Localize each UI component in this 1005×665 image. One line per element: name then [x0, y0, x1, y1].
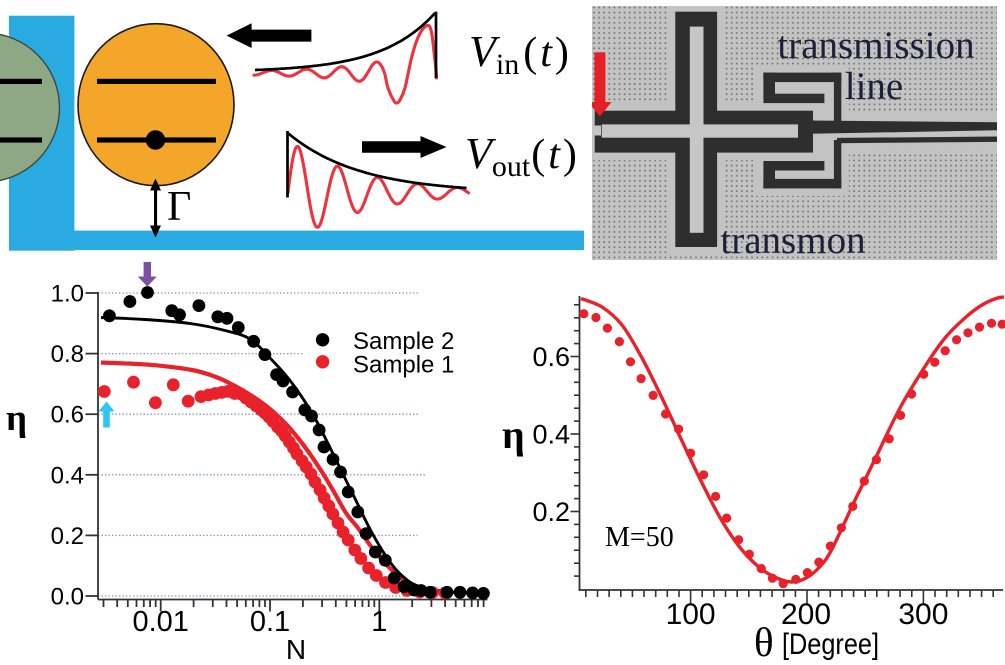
svg-text:line: line	[845, 65, 903, 108]
svg-text:η: η	[502, 412, 525, 457]
svg-text:Sample 2: Sample 2	[353, 328, 454, 355]
svg-text:0.0: 0.0	[51, 584, 84, 611]
svg-text:0.6: 0.6	[532, 342, 570, 372]
svg-text:0.1: 0.1	[250, 606, 290, 638]
svg-text:100: 100	[666, 598, 716, 631]
svg-text:0.4: 0.4	[532, 419, 570, 449]
svg-text:Sample 1: Sample 1	[353, 352, 454, 379]
svg-text:200: 200	[781, 598, 831, 631]
svg-text:0.01: 0.01	[132, 606, 188, 638]
svg-text:N: N	[286, 634, 306, 665]
svg-text:0.2: 0.2	[51, 523, 84, 550]
svg-text:0.4: 0.4	[51, 462, 84, 489]
svg-text:0.2: 0.2	[532, 497, 570, 527]
svg-text:1: 1	[371, 606, 387, 638]
svg-text:Γ: Γ	[167, 184, 191, 230]
svg-text:300: 300	[898, 598, 948, 631]
svg-text:transmission: transmission	[777, 24, 974, 67]
svg-text:Vout(t): Vout(t)	[465, 129, 577, 183]
svg-text:θ: θ	[754, 619, 774, 665]
svg-text:M=50: M=50	[605, 522, 674, 553]
svg-text:η: η	[6, 398, 27, 439]
svg-text:transmon: transmon	[720, 219, 865, 262]
svg-text:0.8: 0.8	[51, 341, 84, 368]
svg-text:1.0: 1.0	[51, 281, 84, 308]
svg-text:0.6: 0.6	[51, 402, 84, 429]
svg-text:[Degree]: [Degree]	[782, 628, 879, 661]
